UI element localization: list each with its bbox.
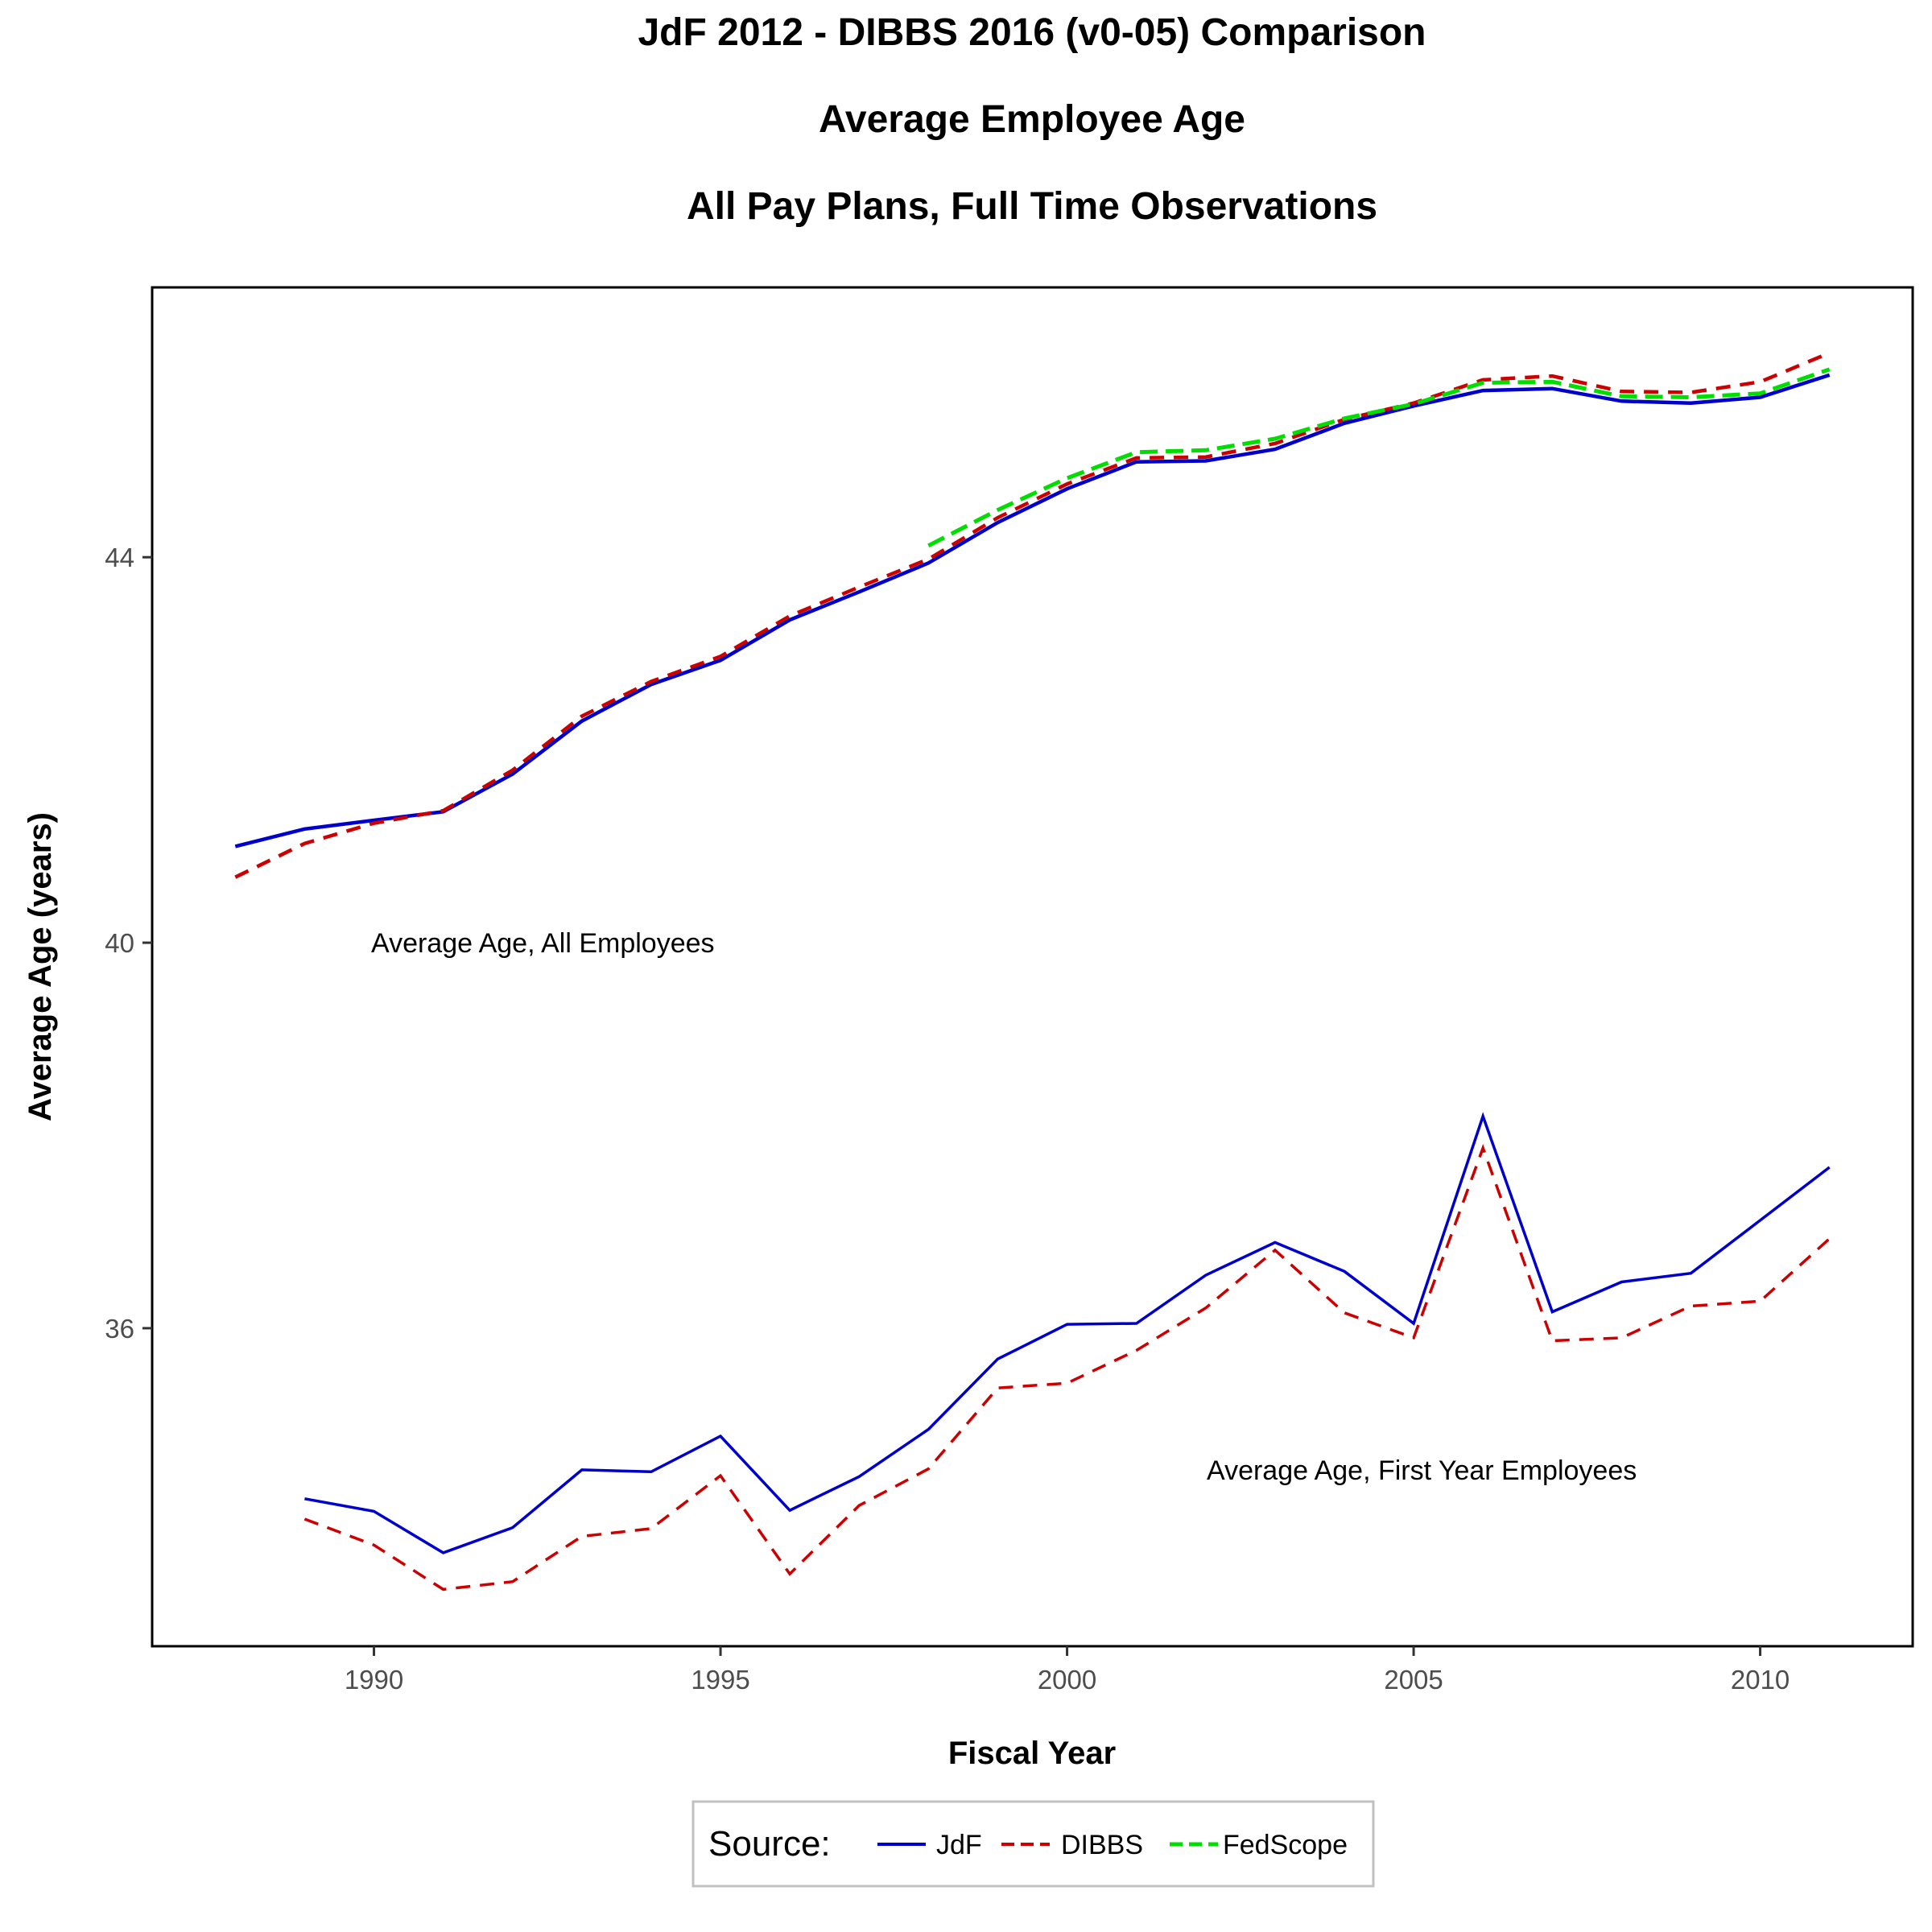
- x-tick-label: 1990: [345, 1665, 403, 1695]
- legend-title: Source:: [708, 1824, 831, 1864]
- chart-subtitle: Average Employee Age: [819, 98, 1245, 141]
- y-tick-label: 44: [105, 543, 134, 572]
- x-tick-label: 2005: [1384, 1665, 1443, 1695]
- y-tick-label: 40: [105, 928, 134, 958]
- legend-label-fedscope: FedScope: [1223, 1830, 1348, 1860]
- y-tick-label: 36: [105, 1314, 134, 1344]
- x-tick-label: 1995: [691, 1665, 749, 1695]
- series-layer: [234, 351, 1831, 1591]
- plot-panel: [151, 286, 1914, 1648]
- annotation-first-year-employees: Average Age, First Year Employees: [1207, 1455, 1637, 1486]
- x-axis-title: Fiscal Year: [948, 1736, 1116, 1771]
- legend: Source: JdF DIBBS FedScope: [691, 1800, 1375, 1888]
- y-axis-title: Average Age (years): [23, 812, 58, 1121]
- legend-label-jdf: JdF: [936, 1830, 982, 1860]
- chart-title: JdF 2012 - DIBBS 2016 (v0-05) Comparison: [638, 11, 1426, 54]
- series-line-jdf-first-year: [304, 1112, 1831, 1554]
- x-axis: 1990 1995 2000 2005 2010: [345, 1646, 1790, 1695]
- legend-label-dibbs: DIBBS: [1061, 1830, 1143, 1860]
- y-axis: 36 40 44: [105, 543, 152, 1344]
- annotation-all-employees: Average Age, All Employees: [371, 928, 715, 959]
- x-tick-label: 2010: [1731, 1665, 1790, 1695]
- series-line-fedscope-all: [927, 367, 1831, 548]
- chart-subtitle-2: All Pay Plans, Full Time Observations: [687, 185, 1377, 228]
- series-line-jdf-all: [234, 373, 1831, 848]
- x-tick-label: 2000: [1038, 1665, 1096, 1695]
